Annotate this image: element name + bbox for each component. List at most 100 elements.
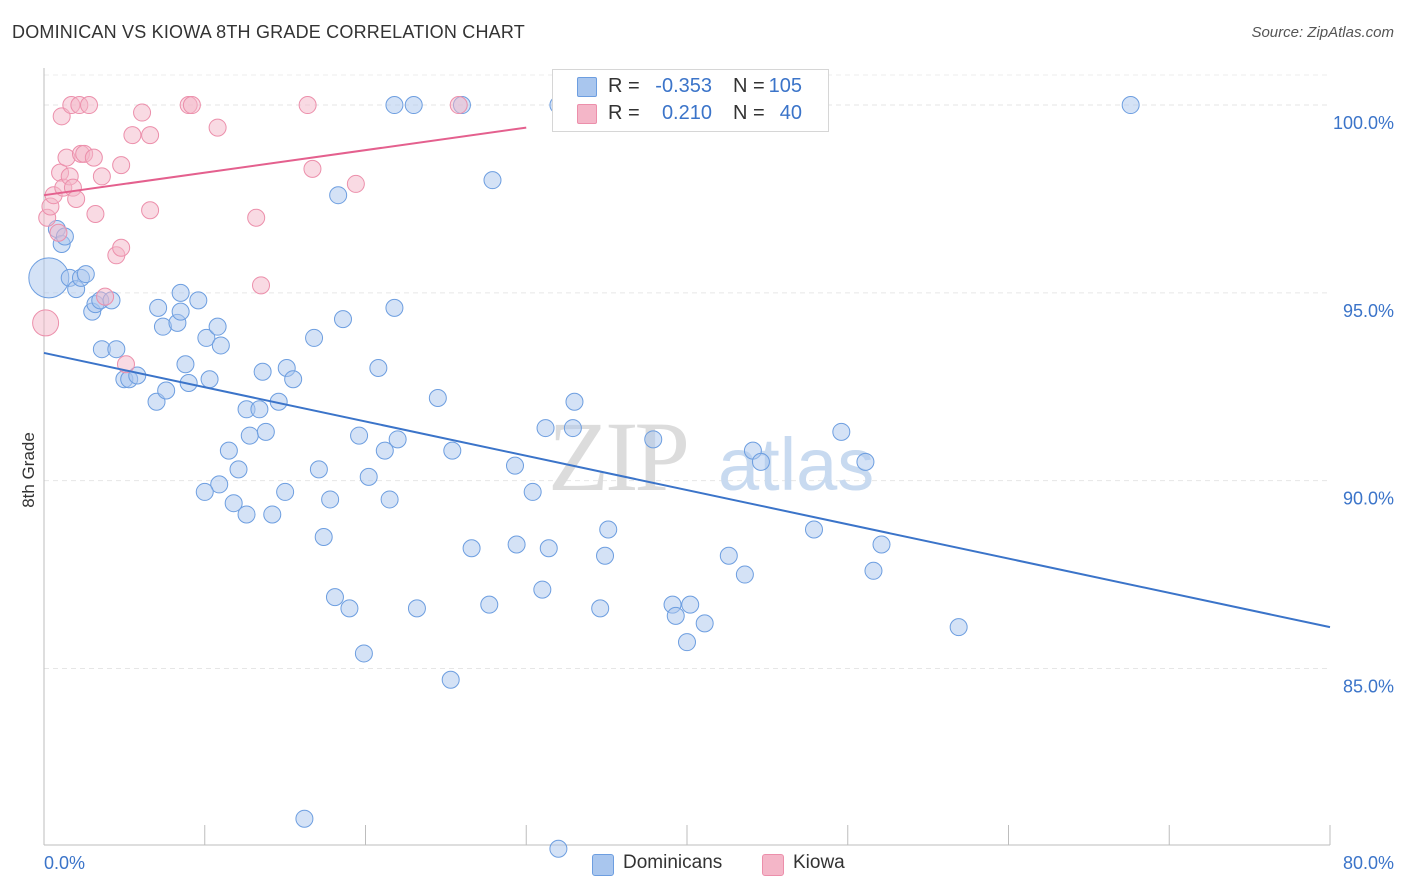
- data-point-kiowa: [116, 355, 135, 374]
- data-point-dominicans: [735, 565, 754, 584]
- data-point-dominicans: [443, 441, 462, 460]
- data-point-dominicans: [354, 644, 373, 663]
- data-point-dominicans: [295, 809, 314, 828]
- data-point-dominicans: [359, 467, 378, 486]
- data-point-dominicans: [314, 528, 333, 546]
- data-point-dominicans: [864, 561, 883, 580]
- x-tick-label-min: 0.0%: [44, 853, 85, 873]
- data-point-dominicans: [666, 606, 685, 625]
- axis-layer: 85.0% 90.0% 95.0% 100.0%: [43, 68, 1394, 846]
- data-point-dominicans: [176, 355, 195, 374]
- data-point-kiowa: [96, 287, 115, 306]
- data-point-kiowa: [112, 238, 131, 257]
- stats-legend: R = -0.353 N = 105 R = 0.210 N = 40: [552, 69, 829, 132]
- data-point-dominicans: [208, 317, 227, 336]
- data-point-dominicans: [441, 670, 460, 689]
- data-point-dominicans: [539, 539, 558, 558]
- data-point-dominicans: [505, 456, 524, 475]
- data-point-dominicans: [678, 633, 696, 652]
- y-tick-label: 95.0%: [1343, 301, 1394, 321]
- data-point-dominicans: [404, 96, 423, 115]
- data-point-dominicans: [533, 580, 552, 599]
- legend-r-value: 0.210: [661, 102, 712, 124]
- data-point-dominicans: [804, 520, 823, 539]
- data-point-dominicans: [599, 520, 618, 539]
- data-point-dominicans: [219, 441, 238, 460]
- data-point-kiowa: [112, 156, 131, 175]
- data-point-dominicans: [149, 298, 168, 317]
- data-point-dominicans: [250, 400, 269, 419]
- legend-row-dominicans: R = -0.353 N = 105: [553, 73, 828, 99]
- data-point-dominicans: [224, 494, 243, 513]
- data-point-dominicans: [536, 419, 555, 438]
- data-point-dominicans: [256, 422, 275, 441]
- data-point-kiowa: [49, 223, 68, 242]
- data-point-dominicans: [276, 482, 295, 501]
- data-point-dominicans: [591, 599, 610, 618]
- data-point-dominicans: [523, 482, 542, 501]
- data-point-kiowa: [84, 148, 103, 167]
- data-point-kiowa: [86, 204, 105, 223]
- data-point-dominicans: [596, 546, 615, 565]
- legend-n-label: N =: [733, 102, 765, 124]
- y-axis-label: 8th Grade: [19, 432, 38, 508]
- data-point-dominicans: [240, 426, 259, 445]
- legend-r-label: R =: [608, 75, 640, 97]
- points-layer: [28, 96, 1140, 858]
- data-point-dominicans: [309, 460, 328, 479]
- data-point-kiowa: [92, 167, 111, 186]
- data-point-dominicans: [483, 171, 502, 190]
- bottom-legend-label-dominicans: Dominicans: [623, 852, 723, 873]
- bottom-legend-swatch-dominicans: [592, 854, 614, 876]
- data-point-dominicans: [1121, 96, 1140, 115]
- data-point-dominicans: [380, 490, 399, 509]
- y-tick-label: 85.0%: [1343, 676, 1394, 696]
- data-point-dominicans: [428, 389, 447, 408]
- data-point-dominicans: [195, 482, 214, 501]
- legend-n-label: N =: [733, 75, 765, 97]
- data-point-dominicans: [644, 430, 663, 449]
- data-point-dominicans: [719, 546, 738, 565]
- data-point-kiowa: [303, 159, 322, 178]
- data-point-kiowa: [346, 174, 365, 193]
- data-point-dominicans: [832, 422, 851, 441]
- x-tick-label-max: 80.0%: [1343, 853, 1394, 873]
- data-point-kiowa: [449, 96, 468, 115]
- data-point-dominicans: [333, 310, 352, 329]
- data-point-dominicans: [549, 839, 568, 858]
- watermark-zip: ZIP: [548, 401, 686, 512]
- data-point-dominicans: [385, 298, 404, 317]
- data-point-dominicans: [321, 490, 340, 509]
- data-point-dominicans: [369, 358, 388, 377]
- legend-r-value: -0.353: [655, 75, 712, 97]
- data-point-dominicans: [329, 186, 348, 205]
- data-point-dominicans: [340, 599, 359, 618]
- data-point-dominicans: [563, 419, 582, 438]
- data-point-dominicans: [695, 614, 714, 633]
- data-point-kiowa: [208, 118, 227, 137]
- chart-title: DOMINICAN VS KIOWA 8TH GRADE CORRELATION…: [12, 22, 525, 42]
- legend-swatch-kiowa: [577, 104, 597, 124]
- data-point-kiowa: [141, 126, 160, 145]
- data-point-kiowa: [67, 189, 86, 208]
- data-point-dominicans: [388, 430, 407, 449]
- data-point-kiowa: [133, 103, 152, 122]
- data-point-dominicans: [76, 265, 95, 284]
- trend-line-kiowa: [43, 126, 527, 197]
- data-point-dominicans: [210, 475, 229, 494]
- legend-swatch-dominicans: [577, 77, 597, 97]
- data-point-dominicans: [385, 96, 404, 115]
- data-point-dominicans: [480, 595, 499, 614]
- data-point-dominicans: [229, 460, 248, 479]
- data-point-kiowa: [32, 309, 60, 337]
- watermark-atlas: atlas: [718, 423, 874, 506]
- data-point-dominicans: [407, 599, 426, 618]
- data-point-dominicans: [872, 535, 891, 554]
- legend-n-value: 40: [779, 102, 802, 124]
- data-point-dominicans: [157, 381, 176, 400]
- data-point-kiowa: [247, 208, 266, 227]
- trend-layer: [43, 126, 1331, 629]
- data-point-dominicans: [200, 370, 219, 389]
- data-point-dominicans: [171, 302, 190, 321]
